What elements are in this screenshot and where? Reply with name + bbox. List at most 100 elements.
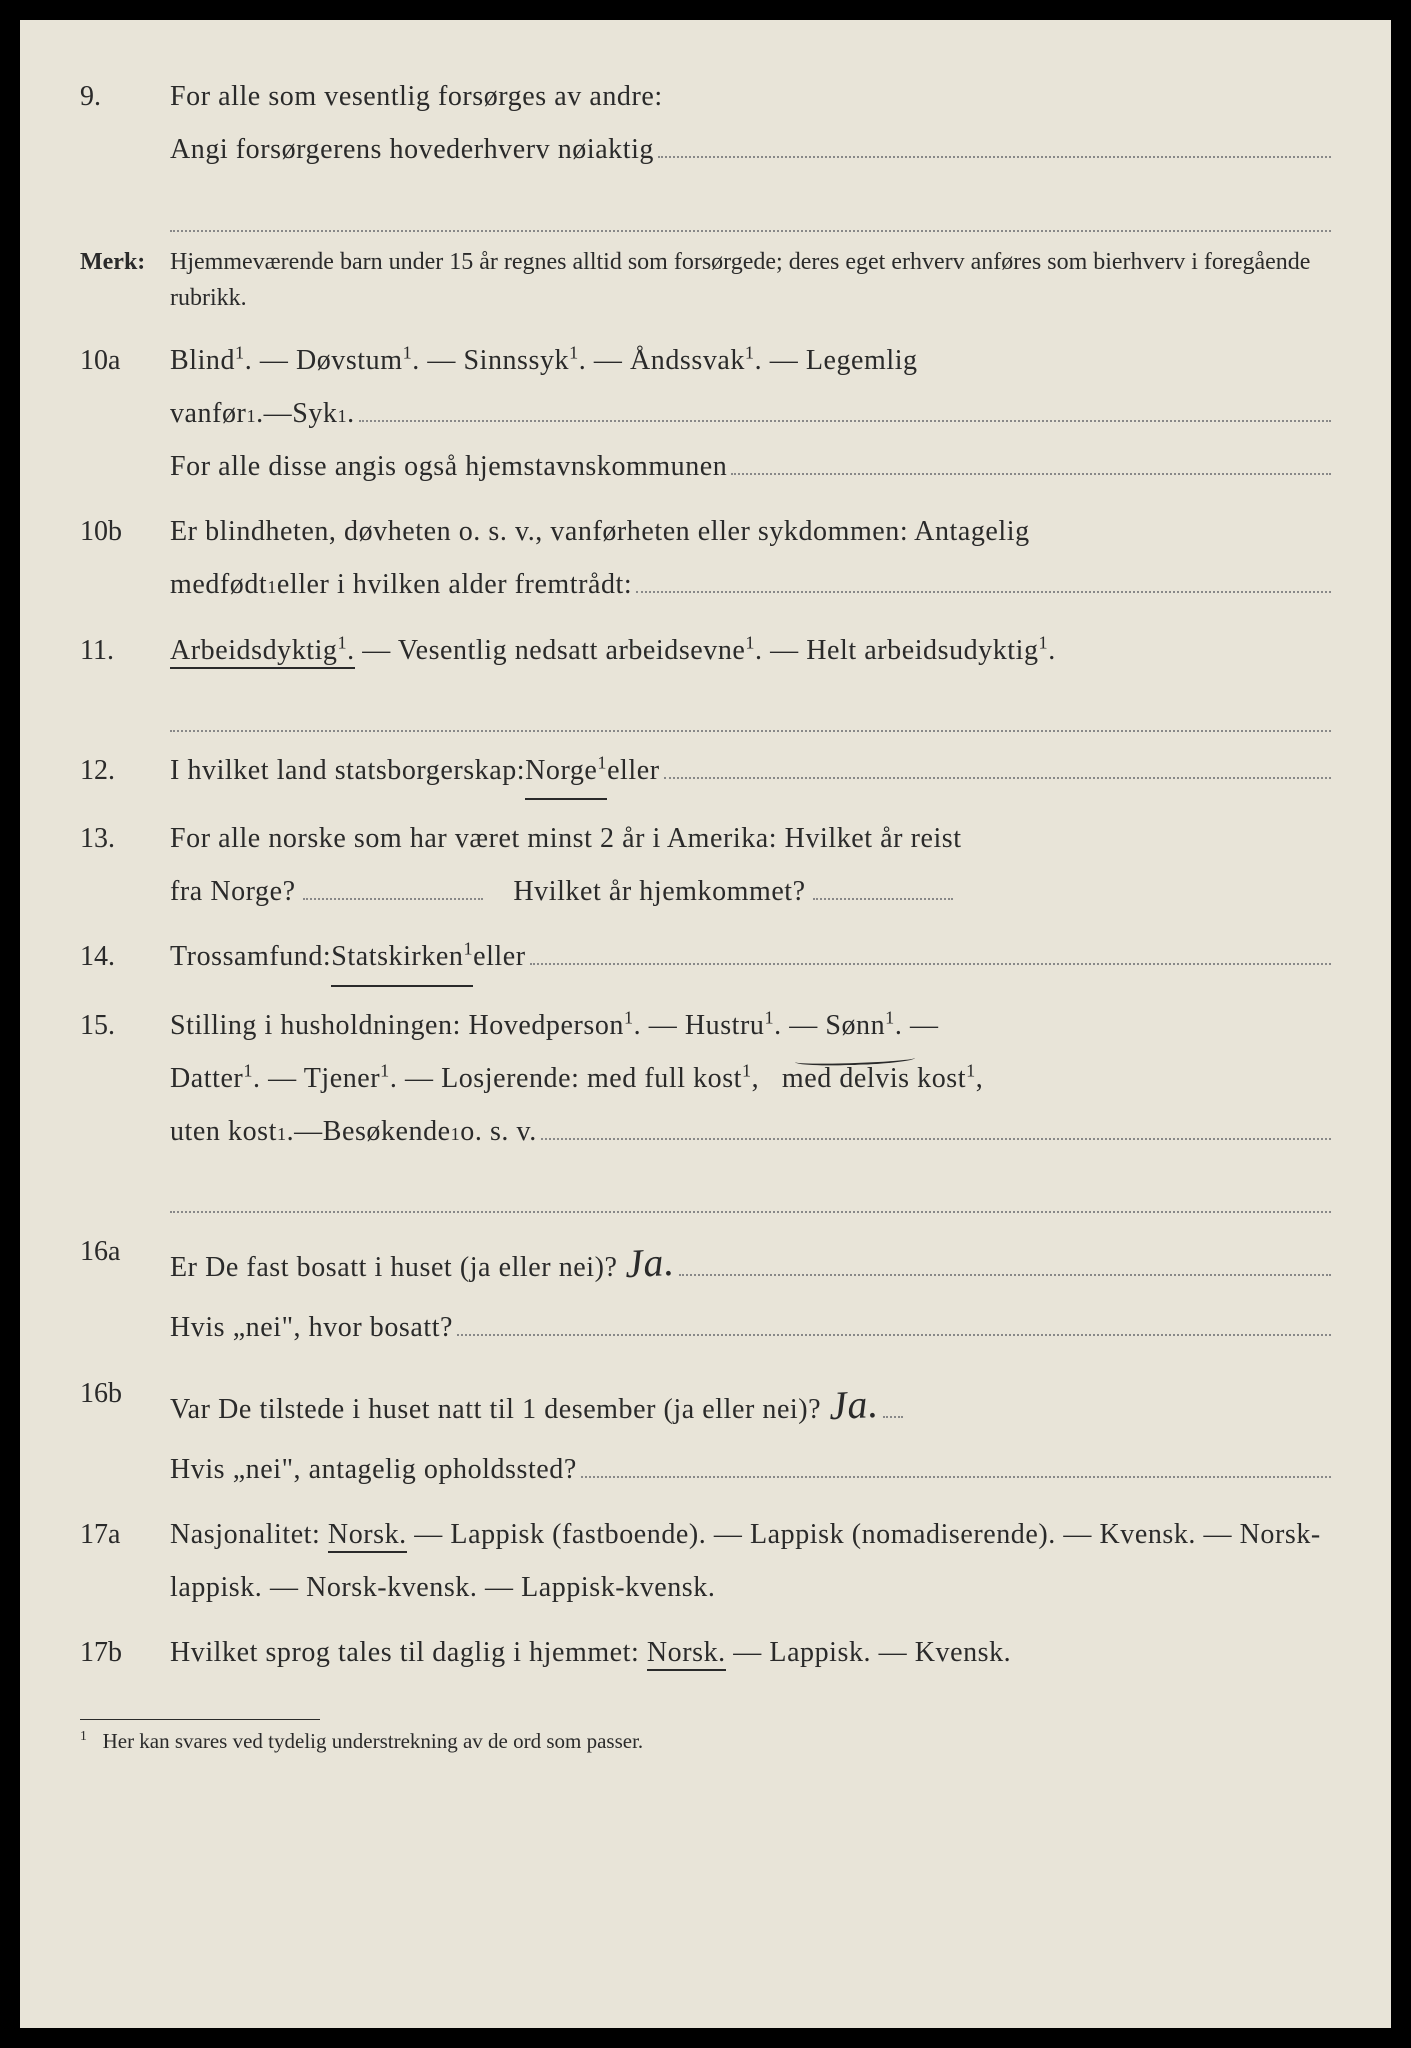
q17a-pre: Nasjonalitet: — [170, 1519, 328, 1550]
q12-content: I hvilket land statsborgerskap: Norge1 e… — [170, 744, 1331, 800]
footnote-rule — [80, 1719, 320, 1720]
q9-line2-text: Angi forsørgerens hovederhverv nøiaktig — [170, 123, 654, 176]
q16b-fill2 — [581, 1448, 1331, 1478]
q16b-line1: Var De tilstede i huset natt til 1 desem… — [170, 1367, 1331, 1443]
q17b-opt2: Lappisk. — [769, 1637, 871, 1668]
q15-fill — [541, 1110, 1331, 1140]
q16b-line2: Hvis „nei", antagelig opholdssted? — [170, 1443, 1331, 1496]
q10a-opt2: Døvstum — [296, 345, 403, 376]
q15-losjerende: Losjerende: — [441, 1063, 587, 1094]
question-10b: 10b Er blindheten, døvheten o. s. v., va… — [80, 505, 1331, 611]
q10a-syk: Syk — [292, 387, 337, 440]
q15-opt6: med full kost — [587, 1063, 742, 1094]
q16b-number: 16b — [80, 1367, 170, 1496]
q17b-content: Hvilket sprog tales til daglig i hjemmet… — [170, 1626, 1331, 1679]
q11-content: Arbeidsdyktig1. — Vesentlig nedsatt arbe… — [170, 624, 1331, 732]
q16a-number: 16a — [80, 1225, 170, 1354]
q11-opt3: Helt arbeidsudyktig — [806, 635, 1038, 666]
q17b-norsk-underlined: Norsk. — [647, 1637, 726, 1671]
q17a-opt4: Kvensk. — [1100, 1519, 1196, 1550]
q10b-fill — [636, 563, 1331, 593]
q11-opt1-underlined: Arbeidsdyktig1. — [170, 635, 355, 669]
q15-post: o. s. v. — [460, 1105, 537, 1158]
q13-line2: fra Norge? Hvilket år hjemkommet? — [170, 865, 1331, 918]
q16b-question: Var De tilstede i huset natt til 1 desem… — [170, 1383, 821, 1436]
q10b-mid: eller i hvilken alder fremtrådt: — [277, 558, 632, 611]
question-16a: 16a Er De fast bosatt i huset (ja eller … — [80, 1225, 1331, 1354]
q10a-opt4: Åndssvak — [630, 345, 745, 376]
q15-opt4: Datter — [170, 1063, 243, 1094]
q16a-content: Er De fast bosatt i huset (ja eller nei)… — [170, 1225, 1331, 1354]
q14-number: 14. — [80, 930, 170, 986]
q16b-content: Var De tilstede i huset natt til 1 desem… — [170, 1367, 1331, 1496]
question-17b: 17b Hvilket sprog tales til daglig i hje… — [80, 1626, 1331, 1679]
q13-hjemkommet: Hvilket år hjemkommet? — [513, 876, 805, 907]
q10a-vanfor: vanfør — [170, 387, 246, 440]
document-page: 9. For alle som vesentlig forsørges av a… — [20, 20, 1391, 2028]
q15-blank — [170, 1158, 1331, 1213]
q11-blank — [170, 677, 1331, 732]
q13-fill1 — [303, 898, 483, 900]
q15-line3: uten kost1. — Besøkende1 o. s. v. — [170, 1105, 1331, 1158]
q15-opt3-wrap: Sønn1. — [825, 1010, 910, 1041]
q11-number: 11. — [80, 624, 170, 732]
q17b-line: Hvilket sprog tales til daglig i hjemmet… — [170, 1626, 1331, 1679]
q9-line2: Angi forsørgerens hovederhverv nøiaktig — [170, 123, 1331, 176]
q13-line1: For alle norske som har været minst 2 år… — [170, 812, 1331, 865]
q16b-fill1 — [883, 1388, 903, 1418]
q12-norge-underlined: Norge1 — [525, 744, 607, 800]
footnote-text: Her kan svares ved tydelig understreknin… — [103, 1729, 644, 1753]
q10a-content: Blind1. — Døvstum1. — Sinnssyk1. — Åndss… — [170, 334, 1331, 494]
q15-opt8: uten kost — [170, 1105, 277, 1158]
q17b-pre: Hvilket sprog tales til daglig i hjemmet… — [170, 1637, 647, 1668]
q16b-hvis-nei: Hvis „nei", antagelig opholdssted? — [170, 1443, 577, 1496]
q13-fill2 — [813, 898, 953, 900]
q11-opt2: Vesentlig nedsatt arbeidsevne — [398, 635, 745, 666]
q17a-content: Nasjonalitet: Norsk. — Lappisk (fastboen… — [170, 1508, 1331, 1614]
q15-pre: Stilling i husholdningen: — [170, 1010, 468, 1041]
q15-line2: Datter1. — Tjener1. — Losjerende: med fu… — [170, 1052, 1331, 1105]
q17b-number: 17b — [80, 1626, 170, 1679]
q15-number: 15. — [80, 999, 170, 1214]
q10a-fill1 — [359, 392, 1331, 422]
q10a-line2: vanfør1. — Syk1. — [170, 387, 1331, 440]
q9-content: For alle som vesentlig forsørges av andr… — [170, 70, 1331, 232]
q12-post: eller — [607, 744, 660, 797]
q13-number: 13. — [80, 812, 170, 918]
q12-line: I hvilket land statsborgerskap: Norge1 e… — [170, 744, 1331, 800]
q9-line1: For alle som vesentlig forsørges av andr… — [170, 70, 1331, 123]
q10a-opt1: Blind — [170, 345, 235, 376]
q13-content: For alle norske som har været minst 2 år… — [170, 812, 1331, 918]
q10a-opt3: Sinnssyk — [463, 345, 569, 376]
q16a-hvis-nei: Hvis „nei", hvor bosatt? — [170, 1301, 453, 1354]
q10a-fill2 — [731, 445, 1331, 475]
q14-statskirken-underlined: Statskirken1 — [331, 930, 473, 986]
question-11: 11. Arbeidsdyktig1. — Vesentlig nedsatt … — [80, 624, 1331, 732]
q12-number: 12. — [80, 744, 170, 800]
q17a-line1: Nasjonalitet: Norsk. — Lappisk (fastboen… — [170, 1508, 1331, 1614]
q10a-line3: For alle disse angis også hjemstavnskomm… — [170, 440, 1331, 493]
question-15: 15. Stilling i husholdningen: Hovedperso… — [80, 999, 1331, 1214]
q15-content: Stilling i husholdningen: Hovedperson1. … — [170, 999, 1331, 1214]
q10b-line2: medfødt1 eller i hvilken alder fremtrådt… — [170, 558, 1331, 611]
q10b-medfodt: medfødt — [170, 558, 267, 611]
q9-fill — [658, 128, 1331, 158]
q16a-fill1 — [679, 1246, 1331, 1276]
q16a-fill2 — [457, 1306, 1331, 1336]
q12-fill — [664, 749, 1331, 779]
q17a-opt6: Norsk-kvensk. — [306, 1572, 477, 1603]
q10a-line3-text: For alle disse angis også hjemstavnskomm… — [170, 440, 727, 493]
q16a-question: Er De fast bosatt i huset (ja eller nei)… — [170, 1241, 617, 1294]
q11-line: Arbeidsdyktig1. — Vesentlig nedsatt arbe… — [170, 624, 1331, 677]
q16b-answer-handwritten: Ja. — [827, 1365, 880, 1443]
q14-fill — [530, 935, 1331, 965]
question-9: 9. For alle som vesentlig forsørges av a… — [80, 70, 1331, 232]
q15-opt3: Sønn — [825, 1010, 885, 1041]
q14-line: Trossamfund: Statskirken1 eller — [170, 930, 1331, 986]
q17a-opt7: Lappisk-kvensk. — [521, 1572, 715, 1603]
question-16b: 16b Var De tilstede i huset natt til 1 d… — [80, 1367, 1331, 1496]
q15-opt7: med delvis kost — [782, 1063, 966, 1094]
question-17a: 17a Nasjonalitet: Norsk. — Lappisk (fast… — [80, 1508, 1331, 1614]
q15-opt5: Tjener — [304, 1063, 380, 1094]
q16a-answer-handwritten: Ja. — [624, 1224, 677, 1302]
